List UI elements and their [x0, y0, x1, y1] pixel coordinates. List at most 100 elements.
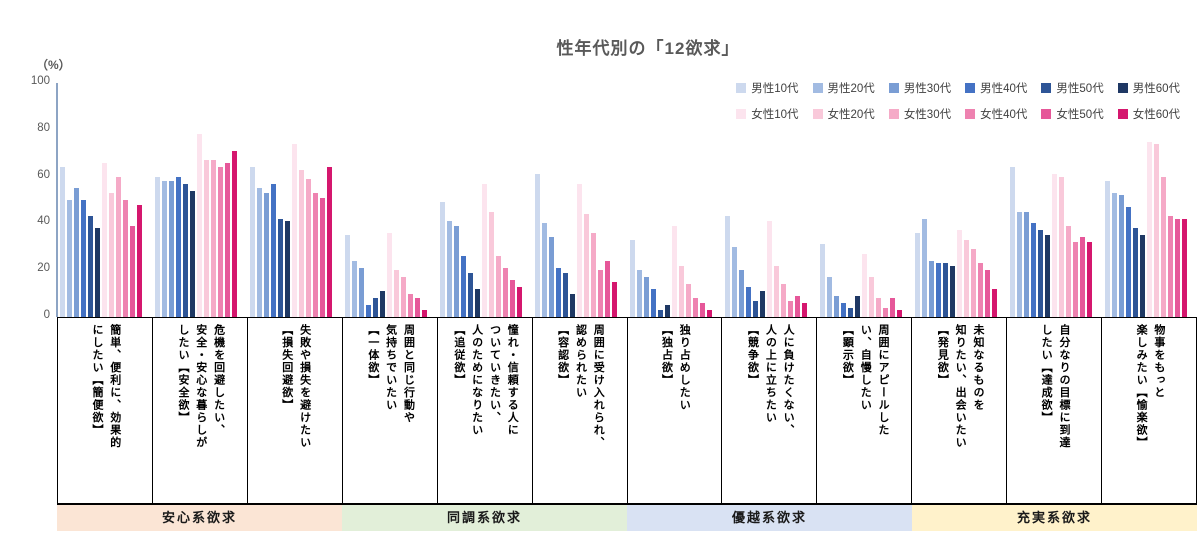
legend-item: 男性40代 [965, 80, 1027, 96]
bar-group [152, 83, 247, 317]
bar [352, 260, 357, 317]
bar [422, 309, 427, 317]
bar [510, 279, 515, 317]
bar [848, 307, 853, 317]
legend-label: 男性50代 [1056, 83, 1104, 95]
bar [693, 298, 698, 317]
bar [890, 298, 895, 317]
bar [862, 253, 867, 317]
bar [1147, 141, 1152, 317]
bar [415, 298, 420, 317]
bar [162, 181, 167, 317]
bar [542, 223, 547, 317]
bar [468, 272, 473, 317]
legend-swatch [812, 109, 823, 119]
category-label-text: 自分なりの目標に到達 したい【達成欲】 [1040, 324, 1070, 449]
band-label: 優越系欲求 [627, 505, 912, 531]
legend-item: 女性20代 [812, 106, 875, 122]
bar [686, 284, 691, 317]
legend-swatch [1117, 109, 1128, 119]
bar [183, 183, 188, 317]
bar [1059, 176, 1064, 317]
bar [658, 309, 663, 317]
category-label-text: 独り占めしたい 【独占欲】 [660, 324, 691, 412]
bar-group [532, 83, 627, 317]
bar [1168, 216, 1173, 317]
bar [746, 286, 751, 317]
bar [218, 167, 223, 317]
band-label: 充実系欲求 [912, 505, 1197, 531]
bar [489, 211, 494, 317]
bar [285, 221, 290, 317]
category-label-text: 人に負けたくない、 人の上に立ちたい 【競争欲】 [746, 324, 795, 437]
bar [992, 288, 997, 317]
bar [950, 265, 955, 317]
bar [535, 174, 540, 317]
legend-swatch [965, 83, 976, 93]
bar [1073, 242, 1078, 317]
legend-swatch [812, 83, 823, 93]
bar [915, 232, 920, 317]
band-row: 安心系欲求 同調系欲求 優越系欲求 充実系欲求 [57, 505, 1197, 531]
bar [985, 270, 990, 317]
bar [313, 192, 318, 317]
bar [292, 143, 297, 317]
band-label: 安心系欲求 [57, 505, 342, 531]
bar [345, 235, 350, 317]
bar-group [722, 83, 817, 317]
legend-swatch [1117, 83, 1128, 93]
legend-item: 男性60代 [1117, 80, 1180, 96]
bar [327, 167, 332, 317]
legend-item: 男性20代 [812, 80, 875, 96]
bar [897, 309, 902, 317]
legend-label: 女性50代 [1056, 109, 1104, 121]
bar [1105, 181, 1110, 317]
bar [1175, 218, 1180, 317]
category-label-text: 周囲に受け入れられ、 認められたい 【容認欲】 [556, 324, 605, 449]
bar [299, 169, 304, 317]
bar [1126, 207, 1131, 317]
bar-group [627, 83, 722, 317]
bar [225, 162, 230, 317]
bar-group [437, 83, 532, 317]
legend-row: 女性10代 女性20代 女性30代 女性40代 女性50代 女性60代 [736, 106, 1180, 122]
bar [197, 134, 202, 317]
bar [81, 200, 86, 317]
bar [971, 249, 976, 317]
legend-swatch [1041, 109, 1052, 119]
legend-item: 男性10代 [736, 80, 799, 96]
category-label-cell: 周囲に受け入れられ、 認められたい 【容認欲】 [531, 318, 627, 503]
bar [1017, 211, 1022, 317]
bar [732, 246, 737, 317]
bar [278, 218, 283, 317]
bar [725, 216, 730, 317]
bar [155, 176, 160, 317]
legend-label: 女性30代 [903, 109, 952, 121]
category-label-text: 周囲と同じ行動や 気持ちでいたい 【一体欲】 [366, 324, 415, 424]
category-label-cell: 周囲と同じ行動や 気持ちでいたい 【一体欲】 [341, 318, 437, 503]
bar [482, 183, 487, 317]
bar [366, 305, 371, 317]
bar [781, 284, 786, 317]
bar [795, 295, 800, 317]
legend-label: 男性60代 [1132, 83, 1180, 95]
bar [1052, 174, 1057, 317]
bar [408, 293, 413, 317]
bar [577, 183, 582, 317]
bar [176, 176, 181, 317]
bar [394, 270, 399, 317]
bar [380, 291, 385, 317]
category-label-cell: 人に負けたくない、 人の上に立ちたい 【競争欲】 [721, 318, 816, 503]
bar [1140, 235, 1145, 317]
bar [1080, 237, 1085, 317]
bar [556, 267, 561, 317]
bar [1161, 176, 1166, 317]
bar [1112, 192, 1117, 317]
bar [204, 160, 209, 317]
legend-item: 女性30代 [888, 106, 952, 122]
category-label-text: 物事をもっと 楽しみたい【愉楽欲】 [1135, 324, 1165, 449]
legend-label: 男性30代 [903, 83, 952, 95]
y-axis-unit-label: （%） [36, 58, 71, 72]
category-label-cell: 危機を回避したい、 安全・安心な暮らしが したい【安全欲】 [151, 318, 247, 503]
